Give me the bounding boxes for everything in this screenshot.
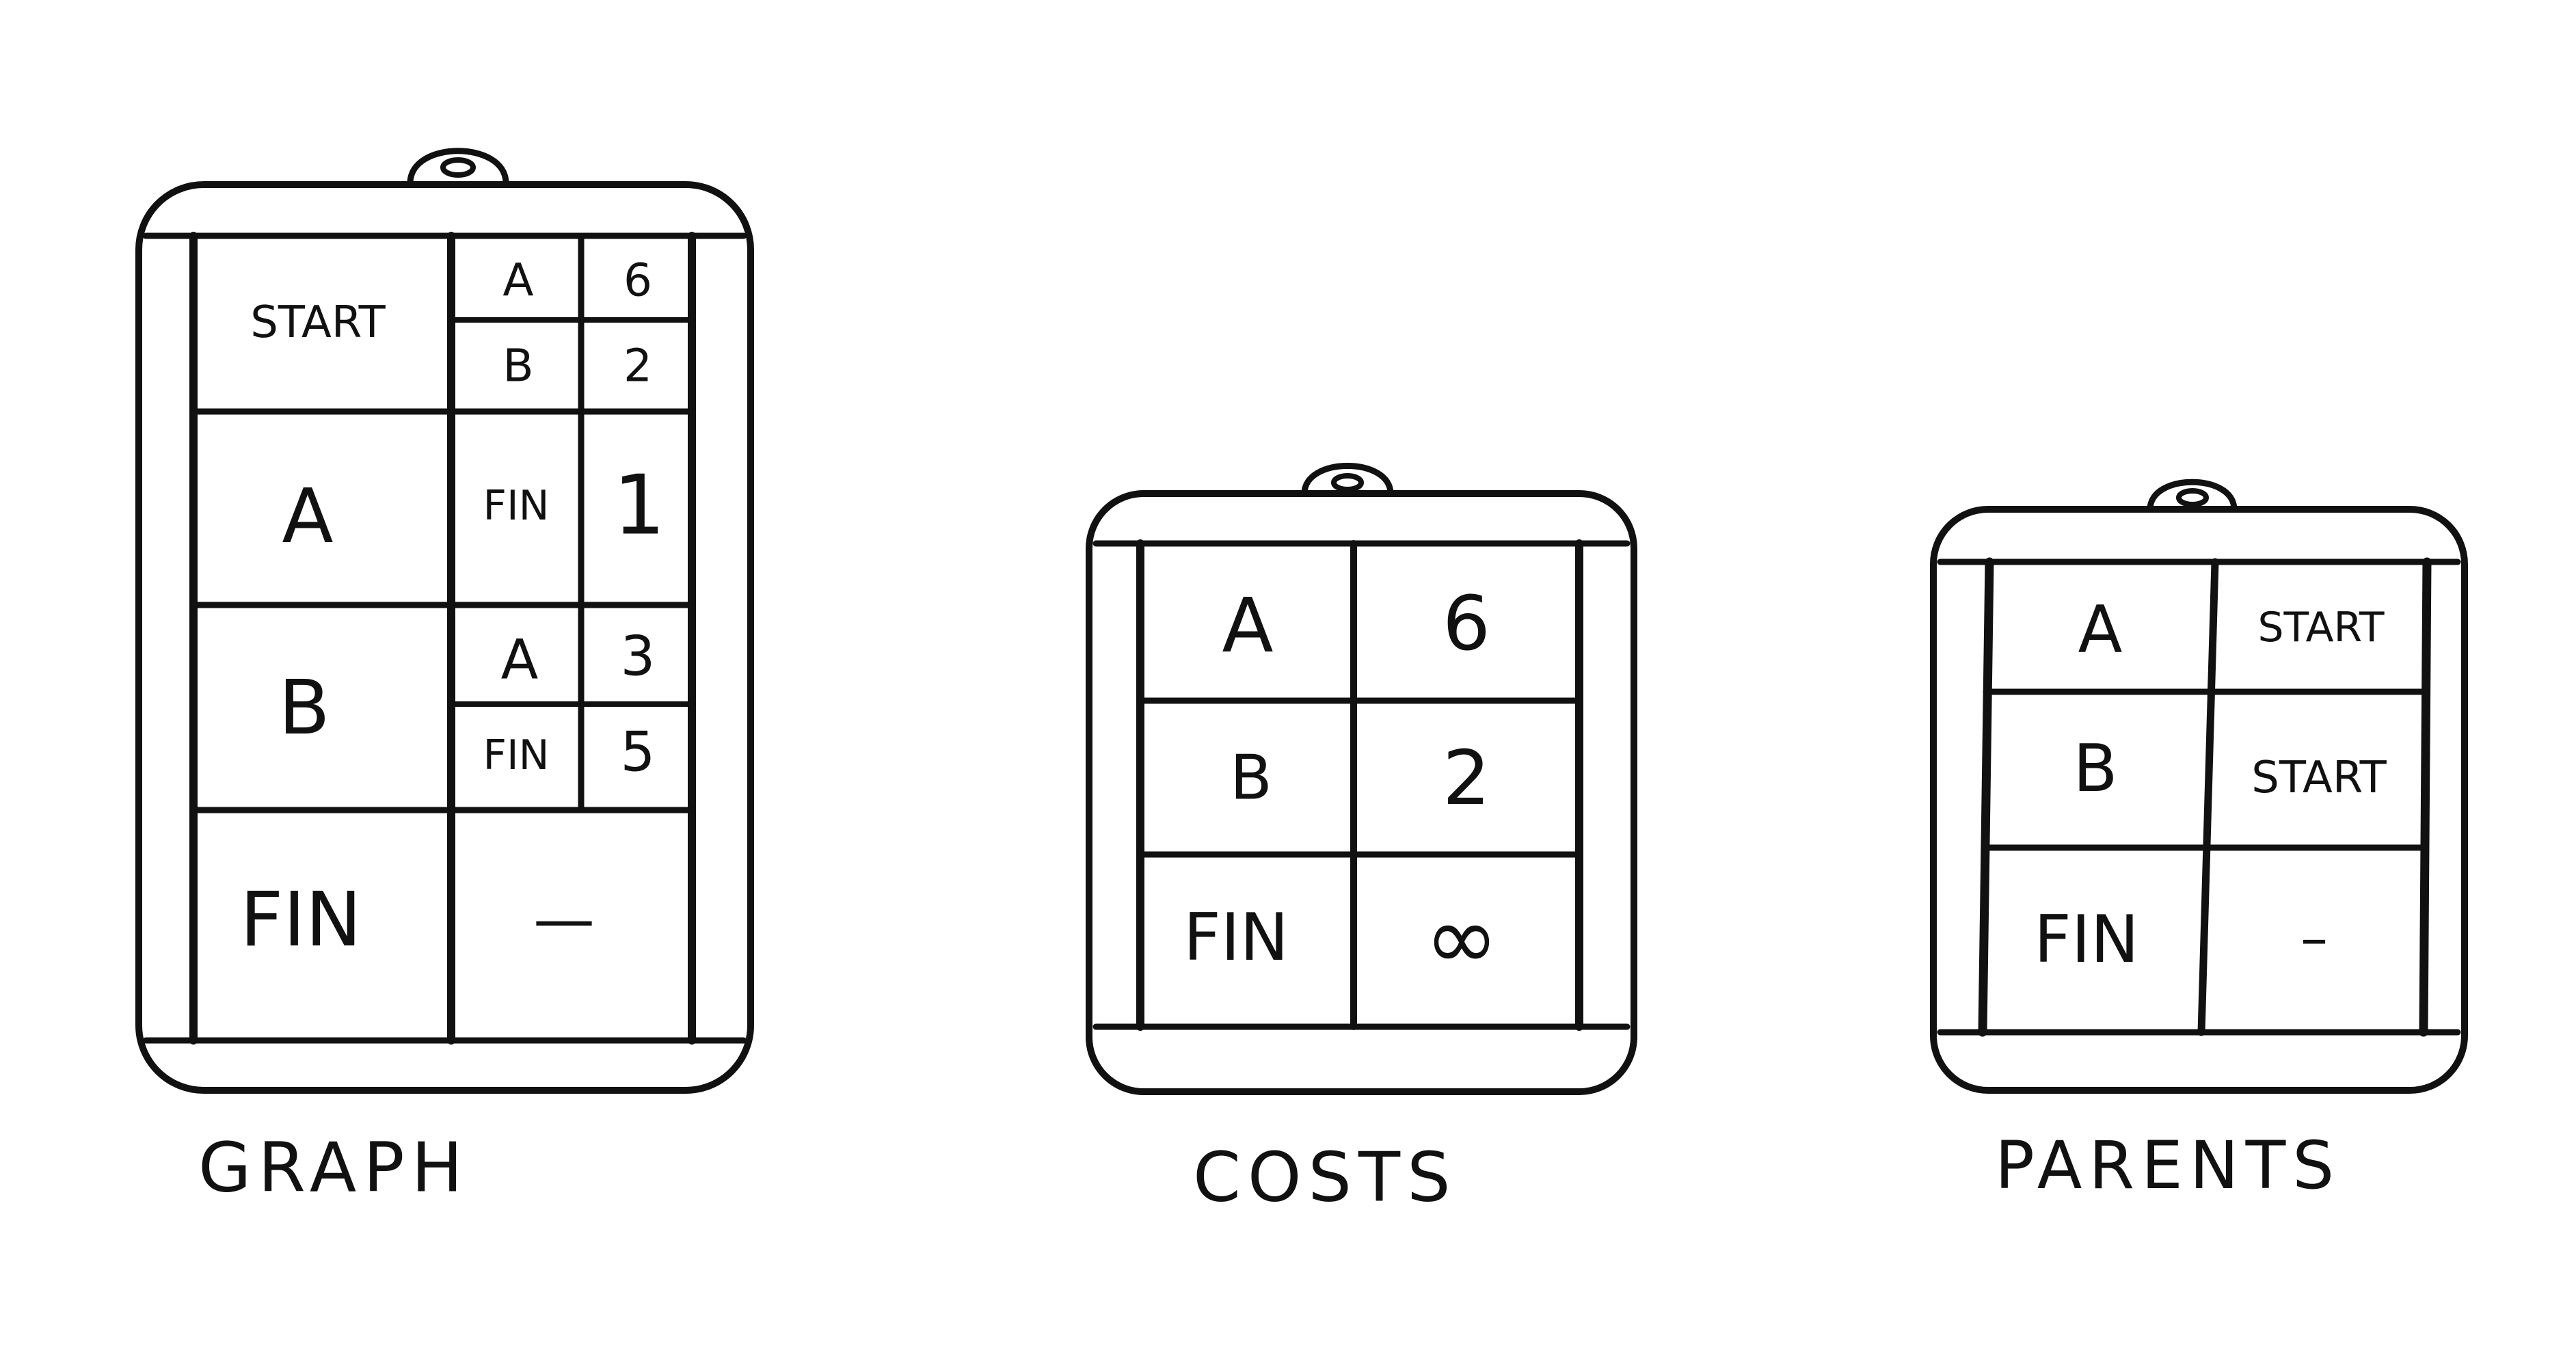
costs-value-a: 6 bbox=[1443, 580, 1490, 667]
parents-hanger-hole bbox=[2176, 488, 2209, 507]
graph-neighbor-weight: 1 bbox=[613, 459, 665, 554]
parents-label: PARENTS bbox=[1995, 1127, 2341, 1204]
parents-right-border bbox=[2419, 557, 2432, 1037]
graph-neighbor-name: FIN bbox=[483, 482, 549, 530]
graph-neighbor-weight: 3 bbox=[621, 625, 656, 688]
graph-hanger-hole bbox=[440, 157, 476, 178]
parents-value-a: START bbox=[2257, 604, 2384, 651]
parents-table: A START B START FIN – bbox=[1930, 479, 2468, 1094]
parents-value-b: START bbox=[2251, 753, 2387, 803]
parents-left-border bbox=[1978, 557, 1994, 1037]
graph-label: GRAPH bbox=[198, 1128, 470, 1208]
graph-neighbor-name: A bbox=[501, 628, 539, 692]
costs-hanger-hole bbox=[1331, 473, 1364, 492]
parents-node-a: A bbox=[2078, 593, 2123, 668]
parents-hanger bbox=[2147, 479, 2238, 513]
parents-node-fin: FIN bbox=[2034, 902, 2139, 978]
graph-neighbor-name: A bbox=[502, 254, 533, 307]
parents-frame bbox=[1930, 506, 2468, 1094]
graph-no-neighbors: — bbox=[533, 884, 595, 956]
graph-neighbor-weight: 2 bbox=[623, 340, 652, 392]
graph-neighbor-weight: 6 bbox=[623, 254, 652, 307]
graph-neighbor-name: FIN bbox=[483, 731, 549, 779]
graph-hanger bbox=[407, 148, 509, 187]
parents-value-fin: – bbox=[2300, 906, 2328, 970]
parents-node-b: B bbox=[2073, 731, 2117, 807]
costs-hanger bbox=[1301, 463, 1394, 497]
graph-node-start: START bbox=[250, 297, 386, 348]
graph-node-fin: FIN bbox=[240, 876, 362, 963]
costs-label: COSTS bbox=[1193, 1138, 1458, 1217]
graph-node-b: B bbox=[278, 664, 330, 751]
graph-neighbor-name: B bbox=[502, 340, 533, 392]
costs-value-fin: ∞ bbox=[1425, 886, 1499, 990]
costs-node-b: B bbox=[1230, 742, 1272, 814]
costs-frame bbox=[1086, 490, 1637, 1095]
graph-neighbor-weight: 5 bbox=[621, 721, 656, 784]
costs-value-b: 2 bbox=[1443, 734, 1490, 822]
parents-column-divider bbox=[2197, 558, 2219, 1036]
graph-table: START A 6 B 2 A FIN 1 B A 3 FIN 5 FIN — bbox=[135, 148, 754, 1094]
costs-table: A 6 B 2 FIN ∞ bbox=[1086, 463, 1637, 1095]
costs-node-a: A bbox=[1222, 582, 1273, 669]
graph-frame bbox=[135, 181, 754, 1094]
graph-node-a: A bbox=[282, 472, 333, 560]
costs-node-fin: FIN bbox=[1183, 900, 1289, 975]
